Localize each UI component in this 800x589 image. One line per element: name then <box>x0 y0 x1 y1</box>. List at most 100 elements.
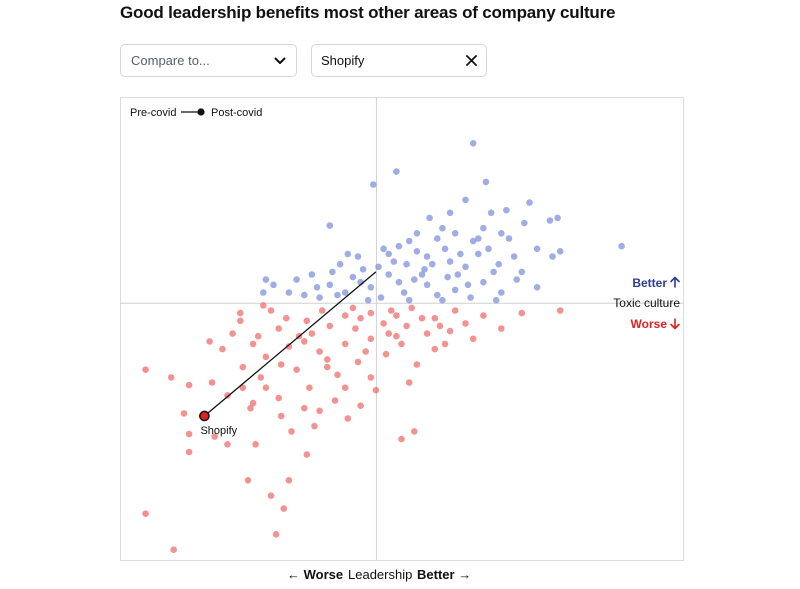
data-point <box>446 327 454 335</box>
data-point <box>224 392 231 399</box>
series-worse <box>142 302 564 553</box>
data-point <box>364 296 372 304</box>
page-title: Good leadership benefits most other area… <box>120 3 616 22</box>
x-metric-label: Leadership <box>348 567 413 582</box>
data-point <box>316 407 323 415</box>
data-point <box>326 322 334 330</box>
data-point <box>352 325 359 332</box>
data-point <box>301 338 308 345</box>
data-point <box>375 263 382 271</box>
data-point <box>318 307 326 314</box>
data-point <box>185 448 193 456</box>
data-point <box>237 317 244 325</box>
data-point <box>405 379 413 386</box>
data-point <box>336 260 344 268</box>
data-point <box>331 397 339 404</box>
data-point <box>618 242 625 250</box>
highlight-point[interactable] <box>199 410 210 422</box>
data-point <box>372 386 380 394</box>
data-point <box>411 428 418 435</box>
data-point <box>380 320 387 327</box>
data-point <box>247 404 254 412</box>
data-point <box>344 250 352 258</box>
data-point <box>503 206 510 214</box>
data-point <box>495 260 503 268</box>
data-point <box>546 217 554 224</box>
data-point <box>482 178 490 186</box>
data-point <box>454 271 462 278</box>
data-point <box>408 304 416 312</box>
data-point <box>244 477 252 484</box>
data-point <box>405 296 413 304</box>
data-point <box>237 309 244 317</box>
highlight-trajectory-line <box>204 271 377 417</box>
data-point <box>480 312 487 319</box>
x-better-label: Better → <box>417 567 472 582</box>
data-point <box>462 263 469 271</box>
data-point <box>413 230 421 237</box>
y-worse-label: Worse <box>631 317 668 331</box>
data-point <box>357 314 364 322</box>
data-point <box>423 253 431 260</box>
data-point <box>301 291 308 299</box>
data-point <box>206 338 213 345</box>
data-point <box>341 340 349 348</box>
data-point <box>249 340 257 348</box>
data-point <box>370 181 377 188</box>
data-point <box>380 245 387 253</box>
data-point <box>556 248 564 255</box>
x-axis-labels: ← Worse Leadership Better → <box>0 567 800 587</box>
data-point <box>385 330 393 337</box>
data-point <box>405 237 413 245</box>
y-metric-label: Toxic culture <box>613 296 680 310</box>
data-point <box>252 441 259 448</box>
data-point <box>513 276 520 283</box>
data-point <box>262 384 270 392</box>
data-point <box>344 415 352 422</box>
data-point <box>490 268 497 276</box>
data-point <box>377 294 385 301</box>
data-point <box>224 441 231 448</box>
data-point <box>518 268 526 276</box>
data-point <box>326 222 334 229</box>
data-point <box>334 291 341 299</box>
data-point <box>341 289 349 296</box>
data-point <box>285 289 293 296</box>
data-point <box>451 307 459 314</box>
data-point <box>185 430 193 438</box>
data-point <box>293 366 300 374</box>
highlight-layer[interactable]: Shopify <box>199 271 377 437</box>
compare-dropdown[interactable]: Compare to... <box>120 44 297 77</box>
data-point <box>329 268 336 276</box>
x-worse-label: ← Worse <box>287 567 344 582</box>
data-point <box>462 196 469 204</box>
data-point <box>421 266 428 273</box>
data-point <box>388 307 395 314</box>
legend: Pre-covid Post-covid <box>130 107 262 119</box>
data-point <box>475 250 482 258</box>
data-point <box>267 307 275 314</box>
data-point <box>303 317 311 325</box>
selected-company-field[interactable]: Shopify <box>311 44 487 77</box>
data-point <box>262 353 270 361</box>
data-point <box>469 237 477 245</box>
data-point <box>441 245 449 253</box>
data-point <box>426 214 433 222</box>
data-point <box>398 435 405 443</box>
data-point <box>487 209 495 217</box>
points-layer <box>142 140 625 553</box>
data-point <box>285 477 293 484</box>
data-point <box>400 289 408 296</box>
data-point <box>354 358 362 366</box>
data-point <box>288 428 295 435</box>
data-point <box>249 399 257 407</box>
data-point <box>267 492 275 500</box>
data-point <box>349 273 357 281</box>
data-point <box>285 343 293 350</box>
data-point <box>262 276 270 283</box>
data-point <box>492 296 500 304</box>
close-icon[interactable] <box>466 55 477 66</box>
data-point <box>518 309 526 317</box>
data-point <box>275 325 283 332</box>
data-point <box>277 361 285 368</box>
